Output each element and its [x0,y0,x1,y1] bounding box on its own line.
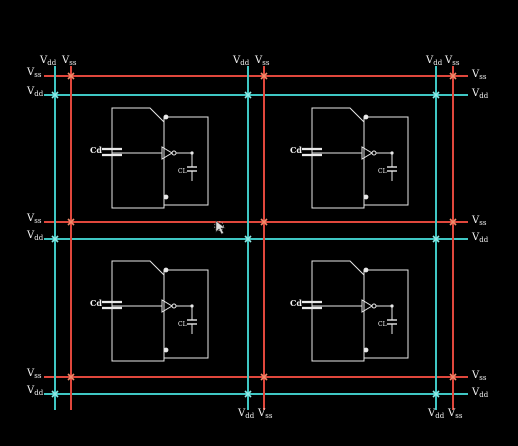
cell-bottom-left: Cd CL [90,260,209,362]
capacitor-cl-label: CL [378,321,387,328]
vss-column-label: Vss [254,55,270,67]
vss-junction-mark [449,373,457,381]
vss-row-label: Vss [471,215,487,227]
vdd-column-label: Vdd [232,55,250,67]
vdd-junction-mark [244,390,252,398]
vss-row-label: Vss [26,213,42,225]
inverter-symbol [161,146,173,160]
vss-junction-mark [449,72,457,80]
inverter-symbol [161,299,173,313]
mouse-pointer-icon [214,220,226,235]
vss-junction-mark [67,218,75,226]
vdd-row-label: Vdd [471,387,489,399]
vss-junction-mark [260,72,268,80]
cell-inner-box [163,116,209,206]
vdd-column-label: Vdd [237,408,255,420]
vdd-row-label: Vdd [26,385,44,397]
capacitor-cd-label: Cd [90,298,102,308]
vdd-row-label: Vdd [471,88,489,100]
vdd-row-label: Vdd [26,230,44,242]
node-dot [190,151,194,155]
node-dot [163,347,169,353]
node-dot [390,304,394,308]
vss-column-label: Vss [447,408,463,420]
vss-row-label: Vss [471,69,487,81]
vdd-junction-mark [432,235,440,243]
vdd-column-label: Vdd [39,55,57,67]
inverter-symbol [361,299,373,313]
capacitor-cd-label: Cd [90,145,102,155]
vdd-junction-mark [51,235,59,243]
vdd-row-label: Vdd [471,232,489,244]
vdd-row-label: Vdd [26,86,44,98]
vss-junction-mark [67,373,75,381]
node-dot [390,151,394,155]
rail-junction-marks [51,72,457,398]
capacitor-cl-label: CL [178,168,187,175]
cells: Cd CL Cd CL Cd CL Cd CL [90,107,409,362]
vss-junction-mark [260,218,268,226]
vss-row-label: Vss [26,67,42,79]
cell-top-left: Cd CL [90,107,209,209]
vdd-junction-mark [432,91,440,99]
node-dot [163,194,169,200]
node-dot [363,114,369,120]
node-dot [363,267,369,273]
cell-inner-box [363,116,409,206]
vdd-junction-mark [51,390,59,398]
node-dot [363,194,369,200]
inverter-symbol [361,146,373,160]
vss-row-label: Vss [26,368,42,380]
node-dot [163,267,169,273]
vss-column-label: Vss [61,55,77,67]
vdd-column-label: Vdd [427,408,445,420]
cell-inner-box [163,269,209,359]
cell-inner-box [363,269,409,359]
vdd-junction-mark [244,235,252,243]
capacitor-cl-label: CL [378,168,387,175]
capacitor-cd-label: Cd [290,145,302,155]
cell-top-right: Cd CL [290,107,409,209]
capacitor-cd-label: Cd [290,298,302,308]
vss-junction-mark [67,72,75,80]
vss-junction-mark [449,218,457,226]
vdd-junction-mark [432,390,440,398]
vss-column-label: Vss [257,408,273,420]
node-dot [190,304,194,308]
vss-row-label: Vss [471,370,487,382]
vss-column-label: Vss [444,55,460,67]
vdd-column-label: Vdd [425,55,443,67]
node-dot [163,114,169,120]
capacitor-cl-label: CL [178,321,187,328]
node-dot [363,347,369,353]
vdd-junction-mark [244,91,252,99]
cell-bottom-right: Cd CL [290,260,409,362]
vss-junction-mark [260,373,268,381]
vdd-junction-mark [51,91,59,99]
